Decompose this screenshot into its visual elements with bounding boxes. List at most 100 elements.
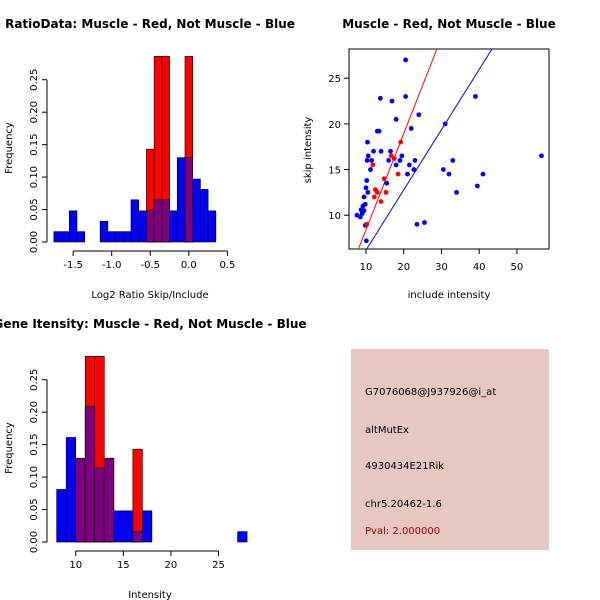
scatter-points	[354, 57, 544, 244]
scatter-point-blue-47	[384, 180, 390, 186]
scatter-y-tick-label: 20	[328, 120, 341, 131]
scatter-point-blue-40	[446, 171, 452, 177]
scatter-point-blue-13	[365, 139, 370, 145]
intensity-y-tick-label: 0.05	[29, 498, 40, 520]
intensity-y-tick-label: 0.20	[29, 401, 40, 423]
intensity-y-tick-label: 0.10	[29, 466, 40, 488]
scatter-point-blue-41	[450, 158, 456, 163]
ratio-y-tick-label: 0.05	[29, 198, 40, 220]
scatter-point-blue-42	[454, 189, 459, 195]
ratio-y-label: Frequency	[4, 122, 15, 174]
ratio-bar-blue-19	[200, 189, 209, 243]
scatter-point-blue-35	[414, 221, 420, 227]
scatter-panel: Muscle - Red, Not Muscle - Blue 10 20 30 40…	[303, 17, 556, 301]
scatter-fit-lines	[357, 48, 493, 250]
scatter-point-blue-12	[365, 153, 371, 159]
scatter-point-blue-43	[473, 94, 478, 99]
scatter-x-tick-label: 40	[473, 262, 486, 273]
probe-info-panel: G7076068@J937926@i_at altMutEx 4930434E2…	[351, 349, 549, 550]
ratio-bar-overlap-17	[184, 157, 193, 243]
scatter-y-ticks: 10 15 20 25	[328, 74, 349, 222]
ratio-histogram-bars	[53, 56, 217, 243]
ratio-y-ticks: 0.00 0.05 0.10 0.15 0.20 0.25	[29, 69, 47, 253]
intensity-bar-blue-7	[123, 510, 134, 543]
ratio-y-tick-label: 0.20	[29, 101, 40, 123]
scatter-point-blue-30	[405, 171, 410, 177]
scatter-point-red-6	[381, 176, 387, 182]
intensity-y-tick-label: 0.15	[29, 433, 40, 455]
ratio-y-tick-label: 0.10	[29, 166, 40, 188]
scatter-point-red-7	[383, 189, 389, 195]
intensity-y-label: Frequency	[4, 422, 15, 474]
scatter-x-ticks: 10 20 30 40 50	[360, 249, 524, 273]
scatter-point-red-2	[371, 194, 377, 200]
scatter-point-blue-25	[393, 116, 399, 122]
scatter-point-red-5	[378, 199, 384, 204]
intensity-y-tick-label: 0.25	[29, 369, 40, 391]
intensity-x-tick-label: 25	[212, 560, 225, 571]
intensity-histogram-panel: Gene Itensity: Muscle - Red, Not Muscle …	[0, 317, 307, 600]
intensity-bar-blue-19	[237, 531, 248, 543]
scatter-point-blue-1	[357, 214, 363, 220]
intensity-histogram-title: Gene Itensity: Muscle - Red, Not Muscle …	[0, 317, 307, 331]
ratio-y-tick-label: 0.25	[29, 69, 40, 91]
ratio-bar-blue-20	[207, 210, 217, 243]
intensity-bar-overlap-3	[84, 406, 96, 543]
scatter-point-red-10	[395, 171, 401, 177]
intensity-y-tick-label: 0.00	[29, 531, 40, 553]
ratio-x-tick-label: -1.5	[63, 260, 83, 271]
ratio-bar-blue-9	[122, 231, 132, 243]
scatter-point-blue-34	[416, 112, 422, 118]
scatter-point-blue-24	[389, 98, 395, 104]
scatter-point-blue-8	[363, 185, 369, 191]
ratio-histogram-panel: RatioData: Muscle - Red, Not Muscle - Bl…	[4, 17, 295, 301]
ratio-bar-blue-3	[76, 231, 86, 243]
intensity-bar-blue-6	[113, 510, 124, 543]
intensity-y-ticks: 0.00 0.05 0.10 0.15 0.20 0.25	[29, 369, 47, 553]
scatter-point-red-11	[398, 139, 404, 145]
scatter-point-blue-11	[364, 158, 370, 163]
ratio-bar-blue-0	[53, 231, 62, 243]
gene-name: 4930434E21Rik	[365, 461, 445, 472]
scatter-x-tick-label: 30	[435, 262, 448, 273]
scatter-y-tick-label: 10	[328, 211, 341, 222]
scatter-point-blue-21	[377, 95, 383, 101]
scatter-x-tick-label: 50	[511, 262, 524, 273]
ratio-x-tick-label: -1.0	[102, 260, 122, 271]
intensity-x-tick-label: 20	[165, 560, 178, 571]
scatter-y-tick-label: 25	[328, 74, 341, 85]
scatter-fit-line-blue	[366, 48, 493, 250]
scatter-point-blue-31	[408, 126, 414, 131]
scatter-point-blue-15	[363, 238, 369, 244]
ratio-bar-blue-2	[68, 210, 78, 243]
scatter-point-blue-23	[388, 148, 393, 154]
intensity-bar-blue-0	[56, 489, 67, 543]
scatter-fit-line-red	[357, 48, 438, 250]
scatter-point-blue-19	[376, 128, 382, 134]
scatter-point-red-0	[364, 221, 370, 227]
scatter-point-blue-39	[442, 121, 448, 127]
p-value: Pval: 2.000000	[365, 526, 441, 537]
scatter-x-tick-label: 10	[360, 262, 373, 273]
intensity-bar-red-8	[132, 448, 143, 543]
ratio-x-tick-label: 0.0	[181, 260, 197, 271]
intensity-bar-overlap-5	[103, 457, 115, 543]
scatter-point-blue-29	[403, 94, 409, 99]
ratio-bar-blue-18	[192, 178, 201, 243]
scatter-point-blue-7	[361, 194, 367, 200]
scatter-point-blue-45	[480, 171, 486, 177]
scatter-point-blue-46	[539, 153, 544, 159]
ratio-bar-overlap-12	[146, 210, 155, 243]
scatter-point-blue-17	[371, 148, 376, 154]
scatter-point-blue-27	[399, 153, 405, 159]
scatter-point-blue-26	[397, 158, 403, 163]
scatter-point-blue-37	[411, 167, 417, 172]
scatter-point-blue-16	[369, 158, 375, 163]
ratio-bar-blue-6	[99, 220, 109, 243]
scatter-point-blue-49	[368, 167, 373, 172]
ratio-bar-blue-15	[169, 210, 178, 243]
ratio-bar-overlap-13	[153, 199, 163, 243]
scatter-point-blue-5	[361, 208, 367, 214]
ratio-bar-blue-7	[107, 231, 116, 243]
